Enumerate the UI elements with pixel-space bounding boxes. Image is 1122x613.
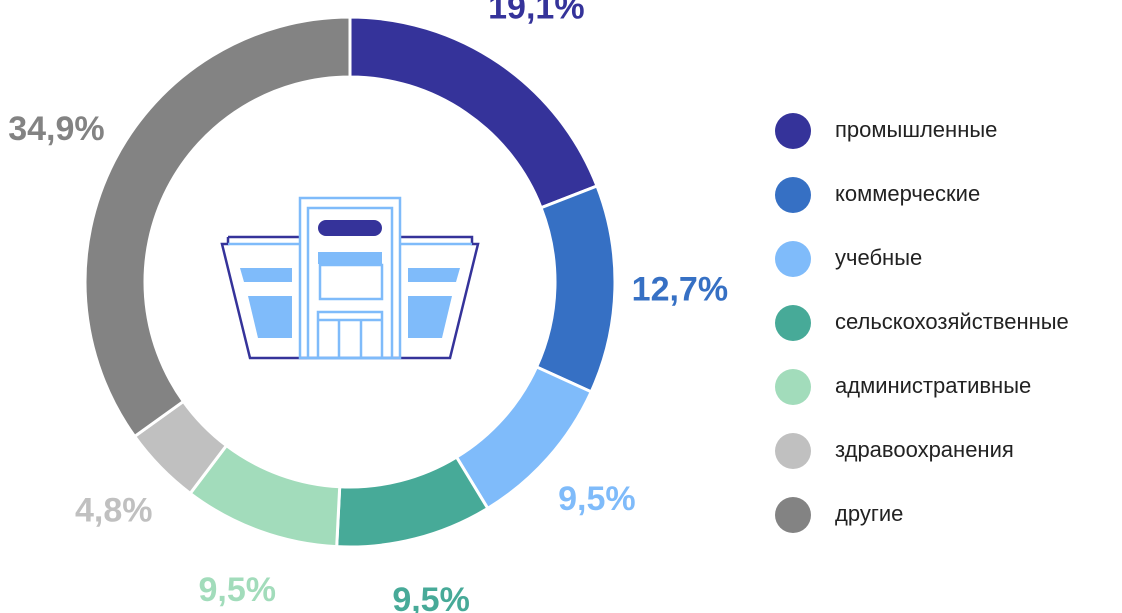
legend-label: промышленные: [835, 117, 997, 142]
donut-segment: [534, 184, 617, 394]
value-label: 9,5%: [198, 571, 276, 609]
legend-label: административные: [835, 373, 1031, 398]
legend-swatch: [775, 497, 811, 533]
donut-segment: [348, 15, 599, 210]
legend-label: учебные: [835, 245, 922, 270]
legend-swatch: [775, 113, 811, 149]
value-label: 19,1%: [488, 0, 584, 27]
value-label: 4,8%: [75, 491, 153, 529]
value-label: 34,9%: [8, 110, 104, 148]
legend-label: коммерческие: [835, 181, 980, 206]
legend-label: здравоохранения: [835, 437, 1014, 462]
legend-label: сельскохозяйственные: [835, 309, 1069, 334]
value-label: 9,5%: [558, 480, 636, 518]
donut-segment: [83, 15, 352, 439]
legend-swatch: [775, 433, 811, 469]
legend-swatch: [775, 369, 811, 405]
building-icon: [220, 196, 480, 360]
value-label: 9,5%: [392, 581, 470, 613]
value-label: 12,7%: [632, 270, 728, 308]
donut-segment: [335, 455, 490, 549]
legend-swatch: [775, 177, 811, 213]
legend-swatch: [775, 241, 811, 277]
legend-label: другие: [835, 501, 903, 526]
legend-swatch: [775, 305, 811, 341]
